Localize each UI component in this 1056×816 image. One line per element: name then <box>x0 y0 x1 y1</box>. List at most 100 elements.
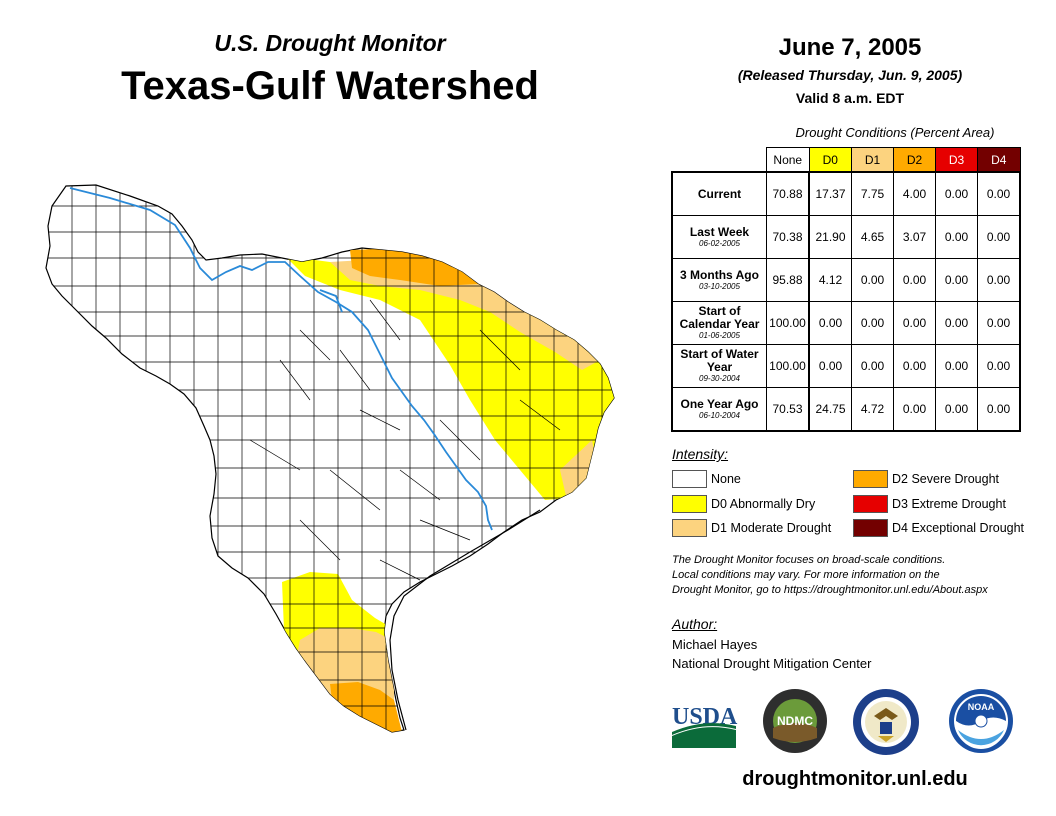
table-cell: 70.88 <box>766 171 810 216</box>
table-cell: 4.12 <box>808 258 852 302</box>
row-label: Start of Calendar Year 01-06-2005 <box>671 301 767 345</box>
legend-swatch <box>672 519 707 537</box>
table-header-row: None D0 D1 D2 D3 D4 <box>672 147 1021 173</box>
col-header-d3: D3 <box>935 147 978 173</box>
row-label-text: Start of Calendar Year <box>679 304 760 331</box>
table-cell: 0.00 <box>935 171 978 216</box>
noaa-logo: NOAA <box>949 689 1013 753</box>
col-header-d4: D4 <box>977 147 1021 173</box>
col-header-d0: D0 <box>808 147 852 173</box>
d0-area-east <box>285 256 614 500</box>
legend-label: D0 Abnormally Dry <box>711 497 816 511</box>
table-cell: 0.00 <box>935 258 978 302</box>
author-name: Michael Hayes <box>672 637 758 652</box>
table-cell: 0.00 <box>893 301 936 345</box>
legend-label: D2 Severe Drought <box>892 472 1000 486</box>
row-label: 3 Months Ago 03-10-2005 <box>671 258 767 302</box>
note-line[interactable]: Drought Monitor, go to https://droughtmo… <box>672 584 988 596</box>
table-cell: 0.00 <box>977 258 1021 302</box>
river-lines <box>69 187 493 531</box>
release-date: (Released Thursday, Jun. 9, 2005) <box>737 67 963 83</box>
table-cell: 0.00 <box>935 301 978 345</box>
col-header-d2: D2 <box>893 147 936 173</box>
row-label-date: 03-10-2005 <box>699 281 740 291</box>
table-cell: 100.00 <box>766 344 810 388</box>
table-cell: 100.00 <box>766 301 810 345</box>
map-date: June 7, 2005 <box>778 34 922 61</box>
table-cell: 0.00 <box>977 215 1021 259</box>
table-cell: 4.72 <box>851 387 894 432</box>
website-link[interactable]: droughtmonitor.unl.edu <box>742 768 968 790</box>
table-cell: 0.00 <box>851 301 894 345</box>
usda-logo: USDA <box>672 704 738 748</box>
row-label-date: 06-02-2005 <box>699 238 740 248</box>
commerce-seal-icon <box>853 689 919 755</box>
note-line: Local conditions may vary. For more info… <box>672 569 940 581</box>
table-cell: 0.00 <box>851 258 894 302</box>
row-label: Current <box>671 171 767 216</box>
table-row: Start of Water Year 09-30-2004 100.00 0.00 0… <box>671 344 1021 388</box>
barrier-islands <box>389 509 541 731</box>
ndmc-logo-text: NDMC <box>777 714 813 728</box>
table-cell: 0.00 <box>935 387 978 432</box>
map-title: Texas-Gulf Watershed <box>121 64 539 108</box>
info-note: The Drought Monitor focuses on broad-sca… <box>672 553 1052 598</box>
legend-swatch <box>853 519 888 537</box>
legend-swatch <box>853 495 888 513</box>
table-cell: 70.38 <box>766 215 810 259</box>
author-organization: National Drought Mitigation Center <box>672 656 872 671</box>
table-cell: 24.75 <box>808 387 852 432</box>
table-cell: 7.75 <box>851 171 894 216</box>
table-cell: 0.00 <box>893 387 936 432</box>
table-cell: 95.88 <box>766 258 810 302</box>
col-header-none: None <box>766 147 810 173</box>
row-label-text: Start of Water Year <box>680 347 759 374</box>
table-cell: 0.00 <box>893 258 936 302</box>
row-label: Last Week 06-02-2005 <box>671 215 767 259</box>
d2-area-south <box>330 682 402 732</box>
table-row: Last Week 06-02-2005 70.38 21.90 4.65 3.07 0.0… <box>671 215 1021 259</box>
watershed-map <box>45 184 615 733</box>
legend-swatch <box>853 470 888 488</box>
table-cell: 4.00 <box>893 171 936 216</box>
table-cell: 0.00 <box>808 344 852 388</box>
table-cell: 17.37 <box>808 171 852 216</box>
row-label-date: 09-30-2004 <box>699 374 740 383</box>
ndmc-logo: NDMC <box>763 689 827 753</box>
row-label-date: 01-06-2005 <box>699 331 740 340</box>
legend-title: Intensity: <box>672 446 729 462</box>
row-label: Start of Water Year 09-30-2004 <box>671 344 767 388</box>
noaa-logo-text: NOAA <box>968 702 995 712</box>
table-cell: 0.00 <box>808 301 852 345</box>
author-heading: Author: <box>672 616 718 632</box>
legend-label: D4 Exceptional Drought <box>892 521 1025 535</box>
d2-area-east <box>350 248 478 286</box>
table-cell: 0.00 <box>935 215 978 259</box>
row-label-text: One Year Ago <box>680 396 759 411</box>
table-cell: 4.65 <box>851 215 894 259</box>
table-cell: 0.00 <box>893 344 936 388</box>
legend-label: None <box>711 472 741 486</box>
table-cell: 0.00 <box>977 387 1021 432</box>
legend-swatch <box>672 470 707 488</box>
table-row: Current 70.88 17.37 7.75 4.00 0.00 0.00 <box>671 171 1021 216</box>
table-cell: 0.00 <box>851 344 894 388</box>
row-label-text: Last Week <box>689 224 750 239</box>
valid-time: Valid 8 a.m. EDT <box>795 90 905 106</box>
drought-conditions-table: None D0 D1 D2 D3 D4 Current 70.88 17.37 7.7… <box>671 147 1021 432</box>
col-header-d1: D1 <box>851 147 894 173</box>
row-label: One Year Ago 06-10-2004 <box>671 387 767 432</box>
row-label-date: 06-10-2004 <box>699 410 740 420</box>
legend-swatch <box>672 495 707 513</box>
row-label-text: Current <box>697 186 742 201</box>
table-row: One Year Ago 06-10-2004 70.53 24.75 4.72 0.00… <box>671 387 1021 432</box>
legend-label: D1 Moderate Drought <box>711 521 832 535</box>
note-line: The Drought Monitor focuses on broad-sca… <box>672 554 946 566</box>
table-cell: 0.00 <box>977 344 1021 388</box>
table-cell: 0.00 <box>935 344 978 388</box>
table-cell: 21.90 <box>808 215 852 259</box>
table-cell: 0.00 <box>977 171 1021 216</box>
map-subtitle: U.S. Drought Monitor <box>214 30 446 56</box>
table-row: Start of Calendar Year 01-06-2005 100.00 0.… <box>671 301 1021 345</box>
table-title: Drought Conditions (Percent Area) <box>795 125 995 140</box>
